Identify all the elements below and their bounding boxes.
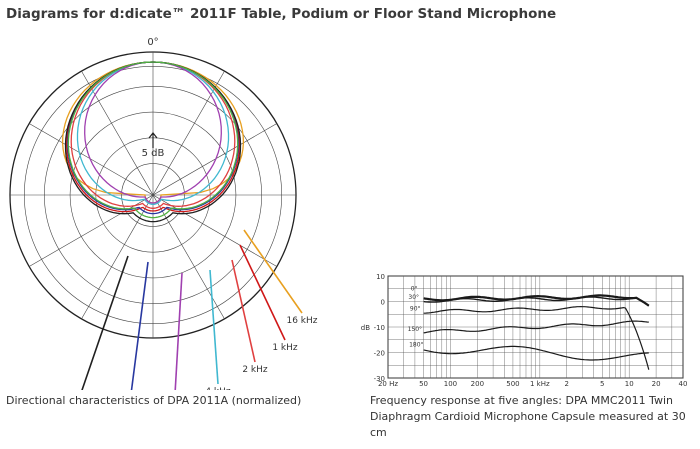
polar-curve-label-2: 2 kHz	[242, 365, 268, 375]
freq-grid	[387, 275, 684, 379]
freq-xtick: 20 Hz	[378, 380, 398, 388]
freq-xtick: 100	[444, 380, 457, 388]
polar-grid	[9, 51, 297, 339]
freq-curve-1	[423, 296, 650, 307]
freq-angle-label: 150°	[408, 326, 422, 333]
freq-xtick: 10	[625, 380, 634, 388]
freq-xtick: 200	[471, 380, 484, 388]
polar-curve-label-3: 4 kHz	[205, 387, 231, 390]
polar-curve-3	[76, 61, 230, 205]
polar-angle-label: 0°	[147, 37, 158, 48]
freq-ytick: -20	[374, 350, 385, 358]
freq-ytick: 10	[376, 273, 385, 281]
freq-angle-label: 90°	[410, 306, 421, 313]
freq-y-unit: dB	[361, 324, 370, 332]
polar-leader-0	[243, 229, 303, 314]
freq-curve-3	[423, 320, 649, 334]
freq-xtick: 40	[679, 380, 688, 388]
db-arrow-icon	[148, 132, 158, 148]
polar-spoke	[81, 71, 225, 319]
polar-curve-label-0: 16 kHz	[286, 316, 317, 326]
polar-curve-6	[64, 61, 242, 223]
polar-leader-1	[239, 244, 286, 341]
freq-xtick: 500	[506, 380, 519, 388]
polar-curves	[61, 61, 245, 223]
freq-angle-label: 30°	[408, 294, 419, 301]
freq-xtick: 50	[419, 380, 428, 388]
freq-curves	[423, 294, 650, 370]
freq-curve-2	[423, 305, 650, 370]
freq-xtick: 5	[600, 380, 604, 388]
polar-curve-label-1: 1 kHz	[272, 343, 298, 353]
polar-leader-6	[81, 255, 129, 390]
polar-leader-5	[130, 261, 149, 390]
polar-curve-4	[84, 61, 222, 204]
page-title: Diagrams for d:dicate™ 2011F Table, Podi…	[6, 6, 557, 22]
freq-xtick: 1 kHz	[530, 380, 550, 388]
freq-curve-4	[423, 345, 649, 361]
polar-caption: Directional characteristics of DPA 2011A…	[6, 394, 302, 407]
polar-db-label: 5 dB	[142, 148, 165, 159]
freq-caption: Frequency response at five angles: DPA M…	[370, 394, 686, 439]
polar-curve-7	[67, 61, 239, 219]
freq-ytick: -10	[374, 324, 385, 332]
freq-xtick: 20	[652, 380, 661, 388]
freq-xtick: 2	[564, 380, 568, 388]
freq-ytick: 0	[381, 299, 385, 307]
freq-angle-label: 0°	[411, 285, 418, 292]
polar-leader-2	[231, 259, 256, 363]
freq-curve-0	[423, 294, 650, 307]
polar-leader-4	[174, 272, 183, 390]
polar-curve-2	[70, 61, 236, 209]
polar-leader-3	[209, 269, 219, 385]
freq-ytick: -30	[374, 375, 385, 383]
freq-angle-label: 180°	[409, 341, 423, 348]
polar-curve-1	[65, 61, 241, 213]
